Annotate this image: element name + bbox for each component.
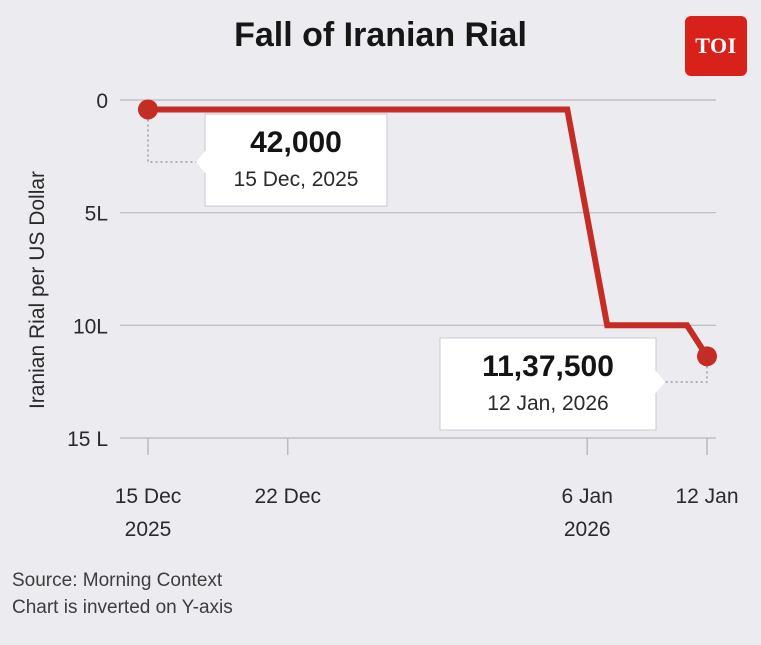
y-tick-label: 0 [96,90,108,113]
x-tick-labels: 15 Dec 2025 22 Dec 6 Jan 2026 12 Jan [115,485,739,541]
annotation-leader [147,119,205,163]
x-tick-label: 15 Dec [115,485,182,508]
x-tick-label: 22 Dec [254,485,321,508]
annotation-leader [656,366,708,383]
annotation-date: 15 Dec, 2025 [234,168,359,191]
chart-notes: Source: Morning Context Chart is inverte… [12,567,233,621]
annotation-layer: 42,000 15 Dec, 2025 11,37,500 12 Jan, 2026 [138,99,717,431]
source-note: Source: Morning Context [12,570,223,591]
inverted-note: Chart is inverted on Y-axis [12,597,233,618]
data-point-marker [138,99,158,120]
toi-logo: TOI [685,16,747,76]
y-tick-label: 10L [73,315,108,338]
y-tick-label: 15 L [67,428,108,451]
annotation-value: 42,000 [250,126,342,159]
annotation-box [439,337,657,431]
rial-line-chart: 0 5L 10L 15 L 15 Dec 2025 22 Dec 6 Jan 2026 12 J… [26,90,739,541]
y-axis-label: Iranian Rial per US Dollar [26,171,49,409]
annotation-pointer [196,150,206,174]
y-tick-label: 5L [85,203,108,226]
data-point-marker [697,346,717,367]
y-tick-labels: 0 5L 10L 15 L [67,90,108,451]
series-line [148,106,710,358]
x-tick-label: 12 Jan [675,485,738,508]
chart-title: Fall of Iranian Rial [234,16,527,54]
annotation-value: 11,37,500 [482,350,614,383]
annotation-pointer [655,370,665,394]
series-layer [148,106,710,358]
x-tick-label: 6 Jan [562,485,613,508]
x-tick-label: 2025 [125,518,172,541]
x-tick-label: 2026 [564,518,611,541]
annotation-date: 12 Jan, 2026 [487,392,608,415]
annotation-box [204,113,388,207]
